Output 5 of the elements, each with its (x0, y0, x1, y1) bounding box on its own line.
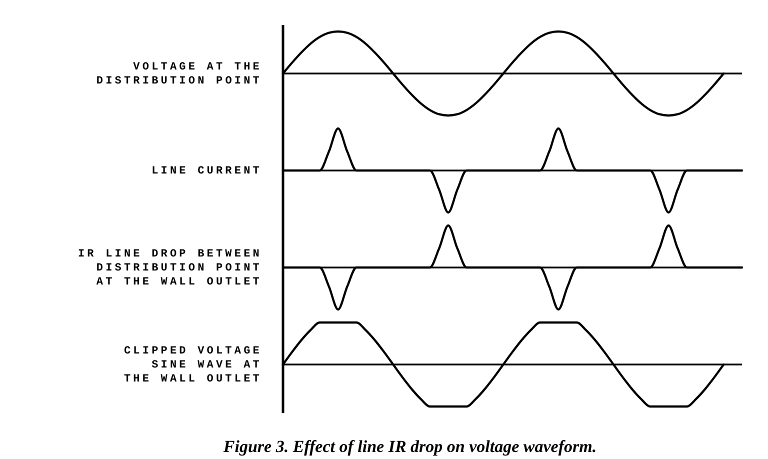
y-axis-title: IR LINE DROP BETWEEN DISTRIBUTION POINT AT THE WALL OUTLET (78, 248, 262, 288)
text: Figure 3. Effect of line IR drop on voltage waveform. (222, 437, 597, 456)
y-axis-title: CLIPPED VOLTAGE SINE WAVE AT THE WALL OUTLET (124, 345, 262, 386)
y-axis-title: LINE CURRENT (152, 165, 262, 178)
y-axis-title: VOLTAGE AT THE DISTRIBUTION POINT (96, 61, 262, 88)
